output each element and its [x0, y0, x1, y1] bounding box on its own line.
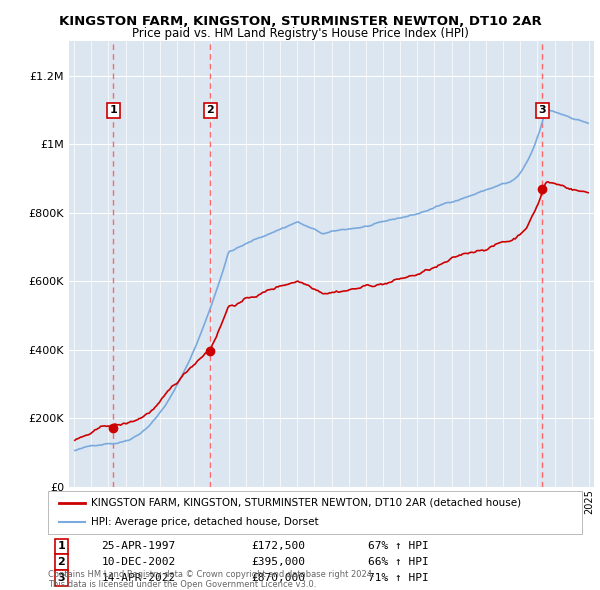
Text: 3: 3 [58, 573, 65, 583]
Text: 10-DEC-2002: 10-DEC-2002 [101, 558, 176, 567]
Text: 2: 2 [58, 558, 65, 567]
Text: 3: 3 [539, 106, 546, 115]
Text: Price paid vs. HM Land Registry's House Price Index (HPI): Price paid vs. HM Land Registry's House … [131, 27, 469, 40]
Text: 67% ↑ HPI: 67% ↑ HPI [368, 542, 429, 551]
Text: HPI: Average price, detached house, Dorset: HPI: Average price, detached house, Dors… [91, 517, 319, 527]
Text: 71% ↑ HPI: 71% ↑ HPI [368, 573, 429, 583]
Text: 14-APR-2022: 14-APR-2022 [101, 573, 176, 583]
Text: 66% ↑ HPI: 66% ↑ HPI [368, 558, 429, 567]
Text: 25-APR-1997: 25-APR-1997 [101, 542, 176, 551]
Text: Contains HM Land Registry data © Crown copyright and database right 2024.
This d: Contains HM Land Registry data © Crown c… [48, 570, 374, 589]
Text: 2: 2 [206, 106, 214, 115]
Text: 1: 1 [110, 106, 118, 115]
Text: 1: 1 [58, 542, 65, 551]
Text: £172,500: £172,500 [251, 542, 305, 551]
Text: KINGSTON FARM, KINGSTON, STURMINSTER NEWTON, DT10 2AR: KINGSTON FARM, KINGSTON, STURMINSTER NEW… [59, 15, 541, 28]
Text: £870,000: £870,000 [251, 573, 305, 583]
Text: KINGSTON FARM, KINGSTON, STURMINSTER NEWTON, DT10 2AR (detached house): KINGSTON FARM, KINGSTON, STURMINSTER NEW… [91, 498, 521, 508]
Text: £395,000: £395,000 [251, 558, 305, 567]
